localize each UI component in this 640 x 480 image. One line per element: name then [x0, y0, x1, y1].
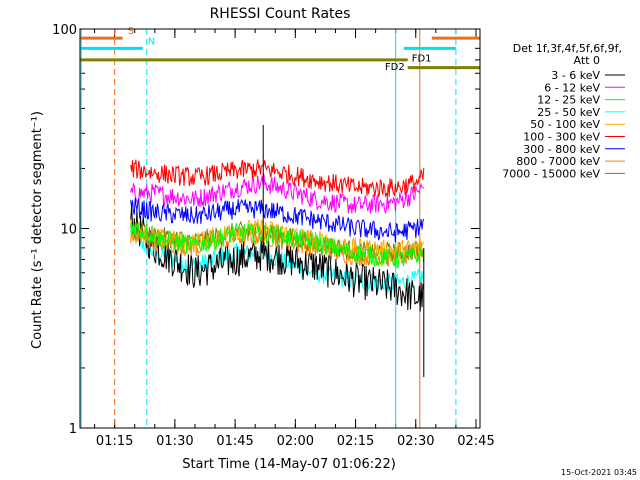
- plot-frame: [79, 28, 481, 429]
- y-tick-label: 10: [60, 223, 77, 238]
- y-axis-label: Count Rate (s⁻¹ detector segment⁻¹): [30, 111, 45, 349]
- series-line: [130, 206, 425, 312]
- x-tick-label: 02:00: [277, 434, 314, 449]
- chart-title: RHESSI Count Rates: [210, 6, 351, 22]
- y-tick-label: 100: [52, 23, 77, 38]
- state-bar-label: S: [128, 26, 134, 37]
- legend-label: 25 - 50 keV: [537, 106, 600, 119]
- state-bar-label: FD2: [385, 62, 405, 73]
- legend-label: 12 - 25 keV: [537, 94, 600, 107]
- x-tick-label: 01:30: [156, 434, 193, 449]
- series-line: [130, 159, 425, 198]
- y-tick-label: 1: [69, 422, 77, 437]
- legend-header: Att 0: [574, 54, 600, 67]
- x-axis-label: Start Time (14-May-07 01:06:22): [182, 457, 396, 472]
- footer-timestamp: 15-Oct-2021 03:45: [561, 468, 637, 477]
- legend-label: 800 - 7000 keV: [516, 155, 600, 168]
- legend-label: 3 - 6 keV: [551, 69, 600, 82]
- state-bar-label: N: [148, 36, 155, 47]
- series-line: [130, 221, 425, 269]
- legend-header: Det 1f,3f,4f,5f,6f,9f,: [513, 42, 622, 55]
- legend-label: 300 - 800 keV: [523, 143, 600, 156]
- state-bar-label: FD1: [412, 53, 432, 64]
- plot-area: 1 10 100 01:15 01:30 01:45 02:00 02:15 02:30 02:4…: [52, 23, 495, 449]
- legend-label: 100 - 300 keV: [523, 131, 600, 144]
- x-tick-label: 02:30: [397, 434, 434, 449]
- legend-label: 7000 - 15000 keV: [502, 167, 600, 180]
- x-tick-label: 02:45: [457, 434, 494, 449]
- x-tick-label: 01:15: [96, 434, 133, 449]
- series-line: [130, 173, 425, 214]
- legend-label: 50 - 100 keV: [530, 118, 600, 131]
- series-line: [130, 226, 425, 267]
- x-tick-label: 02:15: [337, 434, 374, 449]
- x-tick-label: 01:45: [216, 434, 253, 449]
- series-line: [130, 197, 425, 243]
- legend-label: 6 - 12 keV: [544, 81, 600, 94]
